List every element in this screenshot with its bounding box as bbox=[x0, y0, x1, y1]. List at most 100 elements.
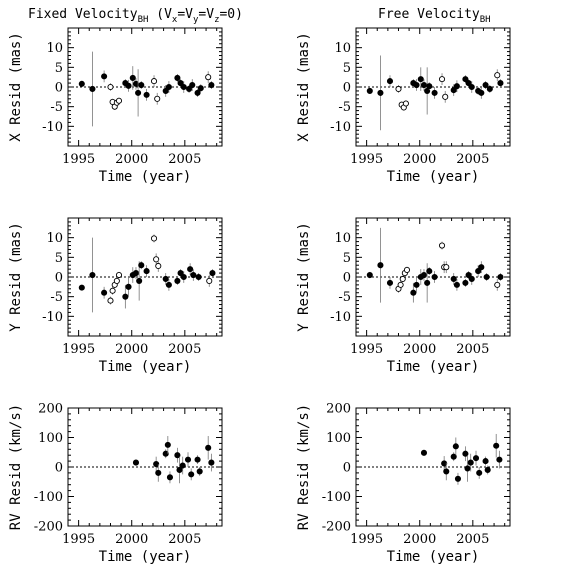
point-marker-filled bbox=[135, 89, 142, 96]
point-marker-filled bbox=[497, 80, 504, 87]
data-point bbox=[187, 263, 194, 276]
point-marker-filled bbox=[482, 458, 489, 465]
title-left-extra3: z bbox=[214, 15, 219, 25]
y-tick-label: 5 bbox=[343, 61, 351, 76]
point-marker-filled bbox=[153, 460, 160, 468]
data-point bbox=[465, 271, 472, 279]
data-point bbox=[162, 273, 169, 285]
data-point bbox=[377, 227, 384, 303]
data-point bbox=[472, 450, 480, 466]
y-axis-label: RV Resid (km/s) bbox=[296, 404, 312, 530]
data-point bbox=[129, 66, 136, 90]
point-marker-filled bbox=[426, 83, 433, 90]
data-point bbox=[395, 85, 402, 93]
point-marker-filled bbox=[208, 459, 215, 466]
point-marker-filled bbox=[462, 279, 469, 286]
data-point bbox=[486, 85, 493, 93]
data-point bbox=[496, 450, 503, 469]
data-point bbox=[155, 260, 162, 272]
point-marker-filled bbox=[453, 83, 460, 90]
point-marker-filled bbox=[209, 270, 216, 277]
point-marker-filled bbox=[188, 471, 195, 478]
data-point bbox=[494, 69, 501, 82]
point-marker-filled bbox=[454, 475, 462, 482]
x-tick-label: 2005 bbox=[168, 152, 201, 167]
point-marker-filled bbox=[465, 271, 472, 279]
point-marker-filled bbox=[443, 468, 450, 475]
x-tick-label: 2000 bbox=[115, 342, 148, 357]
y-tick-label: -100 bbox=[34, 490, 63, 505]
point-marker-filled bbox=[155, 469, 162, 476]
data-point bbox=[177, 79, 184, 87]
data-point bbox=[399, 275, 406, 283]
point-marker-filled bbox=[468, 275, 475, 283]
point-marker-filled bbox=[426, 268, 433, 275]
point-marker-open bbox=[150, 78, 158, 85]
data-point bbox=[443, 462, 450, 481]
data-point bbox=[402, 100, 409, 107]
y-tick-label: -10 bbox=[330, 310, 351, 325]
point-marker-filled bbox=[180, 83, 187, 91]
y-axis-label: Y Resid (mas) bbox=[8, 222, 24, 332]
data-point bbox=[186, 85, 193, 93]
y-tick-label: 0 bbox=[55, 81, 63, 96]
y-tick-label: 10 bbox=[334, 41, 351, 56]
point-marker-filled bbox=[431, 273, 438, 281]
x-axis-label: Time (year) bbox=[387, 169, 480, 185]
data-point bbox=[403, 266, 411, 274]
point-marker-filled bbox=[166, 474, 174, 481]
panels: 1995 2000 2005 -10 -5 0 5 10 Time (year) X Resid … bbox=[8, 27, 511, 565]
y-tick-label: 0 bbox=[55, 271, 63, 286]
point-marker-open bbox=[443, 264, 450, 271]
x-tick-label: 1995 bbox=[350, 342, 383, 357]
point-marker-filled bbox=[413, 81, 420, 89]
x-axis-label: Time (year) bbox=[99, 169, 192, 185]
data-point bbox=[153, 456, 160, 472]
data-point bbox=[138, 81, 145, 89]
y-tick-label: -10 bbox=[330, 120, 351, 135]
data-point bbox=[478, 87, 485, 99]
x-tick-label: 2005 bbox=[456, 342, 489, 357]
y-axis-label: X Resid (mas) bbox=[8, 32, 24, 142]
x-tick-label: 2005 bbox=[456, 152, 489, 167]
data-point bbox=[165, 81, 172, 93]
point-marker-filled bbox=[138, 81, 145, 89]
point-marker-filled bbox=[386, 279, 394, 286]
point-marker-filled bbox=[138, 262, 145, 269]
point-marker-open bbox=[206, 277, 213, 284]
data-point bbox=[136, 261, 143, 301]
y-tick-label: 10 bbox=[46, 231, 63, 246]
data-point bbox=[206, 275, 213, 287]
point-marker-open bbox=[113, 277, 120, 284]
data-point bbox=[162, 85, 169, 97]
point-marker-filled bbox=[78, 284, 85, 291]
data-point bbox=[180, 271, 187, 283]
svg-text:Fixed VelocityBH (Vx=Vy=Vz=0): Fixed VelocityBH (Vx=Vy=Vz=0) bbox=[28, 7, 243, 25]
y-tick-label: 100 bbox=[326, 431, 351, 446]
y-tick-label: 5 bbox=[55, 251, 63, 266]
point-marker-filled bbox=[177, 270, 184, 277]
data-point bbox=[113, 277, 120, 285]
title-left-mid1: =V bbox=[177, 7, 193, 22]
x-tick-label: 1995 bbox=[350, 532, 383, 547]
y-tick-label: -5 bbox=[338, 100, 351, 115]
y-tick-label: 0 bbox=[343, 271, 351, 286]
point-marker-filled bbox=[129, 74, 136, 82]
column-title-right: Free VelocityBH bbox=[378, 7, 491, 25]
point-marker-filled bbox=[101, 289, 108, 296]
data-point bbox=[454, 472, 462, 485]
point-marker-filled bbox=[468, 83, 475, 91]
y-tick-label: -5 bbox=[338, 290, 351, 305]
point-marker-open bbox=[153, 256, 160, 263]
data-point bbox=[426, 82, 433, 91]
point-marker-filled bbox=[424, 279, 431, 286]
point-marker-filled bbox=[366, 87, 373, 94]
x-tick-label: 1995 bbox=[62, 532, 95, 547]
point-marker-filled bbox=[196, 468, 203, 475]
data-point bbox=[180, 81, 187, 93]
data-point bbox=[377, 55, 384, 131]
data-point bbox=[468, 273, 475, 285]
data-point bbox=[438, 73, 446, 86]
point-marker-filled bbox=[431, 89, 438, 96]
data-point bbox=[443, 261, 450, 274]
